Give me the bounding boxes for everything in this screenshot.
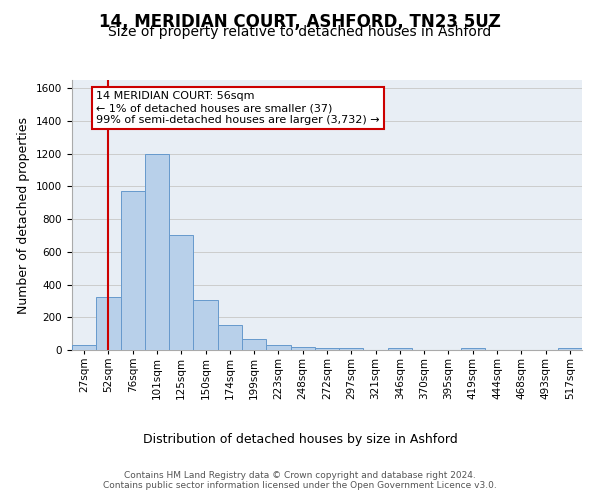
Bar [72, 345, 96, 350]
Bar [315, 348, 339, 350]
Bar [242, 338, 266, 350]
Bar [388, 348, 412, 350]
Bar [290, 346, 315, 350]
Y-axis label: Number of detached properties: Number of detached properties [17, 116, 31, 314]
Bar [169, 236, 193, 350]
Bar [193, 300, 218, 350]
Text: 14, MERIDIAN COURT, ASHFORD, TN23 5UZ: 14, MERIDIAN COURT, ASHFORD, TN23 5UZ [99, 12, 501, 30]
Text: Distribution of detached houses by size in Ashford: Distribution of detached houses by size … [143, 432, 457, 446]
Bar [558, 348, 582, 350]
Bar [461, 348, 485, 350]
Bar [218, 324, 242, 350]
Bar [339, 348, 364, 350]
Text: Size of property relative to detached houses in Ashford: Size of property relative to detached ho… [109, 25, 491, 39]
Text: Contains HM Land Registry data © Crown copyright and database right 2024.
Contai: Contains HM Land Registry data © Crown c… [103, 470, 497, 490]
Bar [145, 154, 169, 350]
Bar [266, 345, 290, 350]
Text: 14 MERIDIAN COURT: 56sqm
← 1% of detached houses are smaller (37)
99% of semi-de: 14 MERIDIAN COURT: 56sqm ← 1% of detache… [96, 92, 380, 124]
Bar [121, 192, 145, 350]
Bar [96, 297, 121, 350]
